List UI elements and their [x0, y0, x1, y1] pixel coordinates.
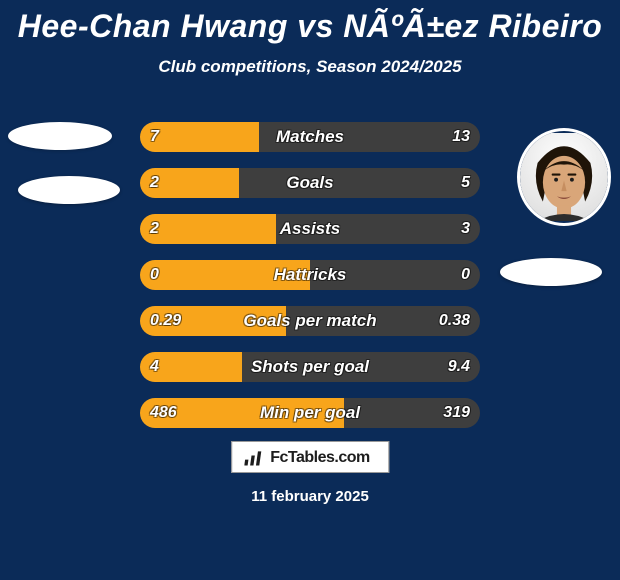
- metric-row: Min per goal 486 319: [140, 398, 480, 428]
- metric-value-left: 2: [150, 220, 159, 238]
- metric-value-right: 0.38: [439, 312, 470, 330]
- metric-row: Hattricks 0 0: [140, 260, 480, 290]
- metric-row: Goals 2 5: [140, 168, 480, 198]
- subtitle: Club competitions, Season 2024/2025: [0, 57, 620, 77]
- metric-value-right: 0: [461, 266, 470, 284]
- metric-value-left: 4: [150, 358, 159, 376]
- metric-bar-left: [140, 214, 276, 244]
- metric-label: Matches: [276, 127, 344, 147]
- metric-value-right: 9.4: [448, 358, 470, 376]
- metric-row: Goals per match 0.29 0.38: [140, 306, 480, 336]
- player-left-badge-bottom: [18, 176, 120, 204]
- comparison-card: Hee-Chan Hwang vs NÃºÃ±ez Ribeiro Club c…: [0, 0, 620, 580]
- page-title: Hee-Chan Hwang vs NÃºÃ±ez Ribeiro: [0, 8, 620, 45]
- player-right-club-badge: [500, 258, 602, 286]
- metric-row: Shots per goal 4 9.4: [140, 352, 480, 382]
- metric-value-left: 0: [150, 266, 159, 284]
- player-right-avatar-icon: [520, 131, 608, 223]
- metric-value-left: 486: [150, 404, 177, 422]
- footer-date: 11 february 2025: [251, 488, 369, 505]
- metric-value-right: 319: [443, 404, 470, 422]
- metric-row: Matches 7 13: [140, 122, 480, 152]
- metric-label: Assists: [280, 219, 340, 239]
- fctables-bars-icon: [244, 448, 264, 468]
- fctables-label: FcTables.com: [270, 449, 370, 467]
- metric-value-right: 5: [461, 174, 470, 192]
- metric-label: Min per goal: [260, 403, 360, 423]
- metric-label: Goals: [286, 173, 333, 193]
- comparison-bars: Matches 7 13 Goals 2 5 Assists 2 3 Hattricks 0 0 Goa…: [140, 122, 480, 444]
- metric-value-right: 3: [461, 220, 470, 238]
- player-right-avatar: [517, 128, 611, 226]
- player-left-badge-top: [8, 122, 112, 150]
- metric-row: Assists 2 3: [140, 214, 480, 244]
- metric-label: Hattricks: [274, 265, 347, 285]
- metric-label: Goals per match: [243, 311, 376, 331]
- metric-value-left: 0.29: [150, 312, 181, 330]
- metric-value-right: 13: [452, 128, 470, 146]
- fctables-attribution[interactable]: FcTables.com: [231, 441, 389, 473]
- metric-value-left: 2: [150, 174, 159, 192]
- metric-bar-right: [239, 168, 480, 198]
- metric-value-left: 7: [150, 128, 159, 146]
- metric-label: Shots per goal: [251, 357, 369, 377]
